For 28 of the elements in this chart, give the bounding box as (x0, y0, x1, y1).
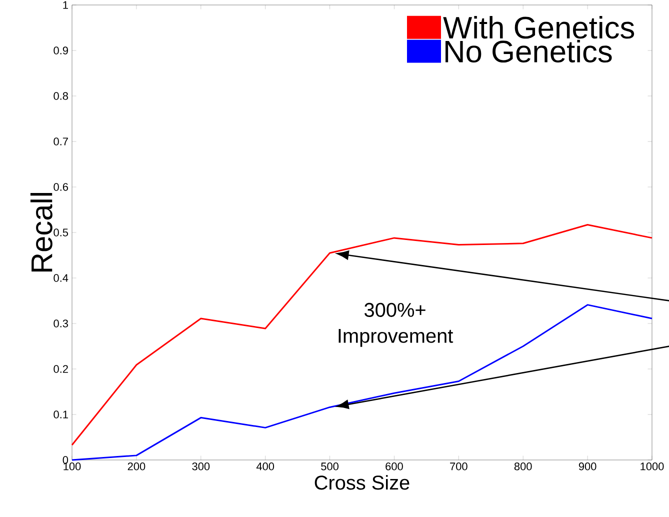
y-tick-label: 0.9 (54, 46, 68, 54)
line-series (71, 224, 653, 446)
annotation: 300%+ Improvement (338, 302, 454, 347)
x-tick-label: 400 (256, 462, 274, 470)
y-axis-title: Recall (30, 192, 52, 272)
x-tick-label: 700 (450, 462, 468, 470)
y-tick-label: 0.2 (54, 365, 68, 373)
x-tick-label: 300 (192, 462, 210, 470)
y-tick-label: 0.1 (54, 410, 68, 418)
y-tick-label: 0.3 (54, 320, 68, 328)
y-tick-label: 0.7 (54, 138, 68, 146)
x-tick-label: 500 (321, 462, 338, 470)
x-axis-title: Cross Size (314, 475, 410, 490)
y-tick-label: 0.5 (54, 228, 68, 236)
legend-label: With Genetics (443, 16, 634, 39)
x-tick-label: 100 (64, 462, 81, 470)
x-tick-label: 200 (128, 462, 146, 470)
y-tick-label: 0.4 (54, 274, 68, 282)
x-tick-label: 800 (514, 462, 532, 470)
legend-label: No Genetics (446, 40, 612, 63)
y-tick-label: 0.6 (54, 183, 68, 191)
y-tick-label: 0 (62, 456, 68, 464)
line-series (71, 304, 653, 461)
y-tick-label: 1 (63, 1, 68, 9)
x-tick-label: 600 (386, 462, 403, 470)
x-tick-label: 900 (578, 462, 596, 470)
x-tick-label: 1000 (640, 462, 664, 470)
y-tick-label: 0.8 (54, 92, 68, 100)
